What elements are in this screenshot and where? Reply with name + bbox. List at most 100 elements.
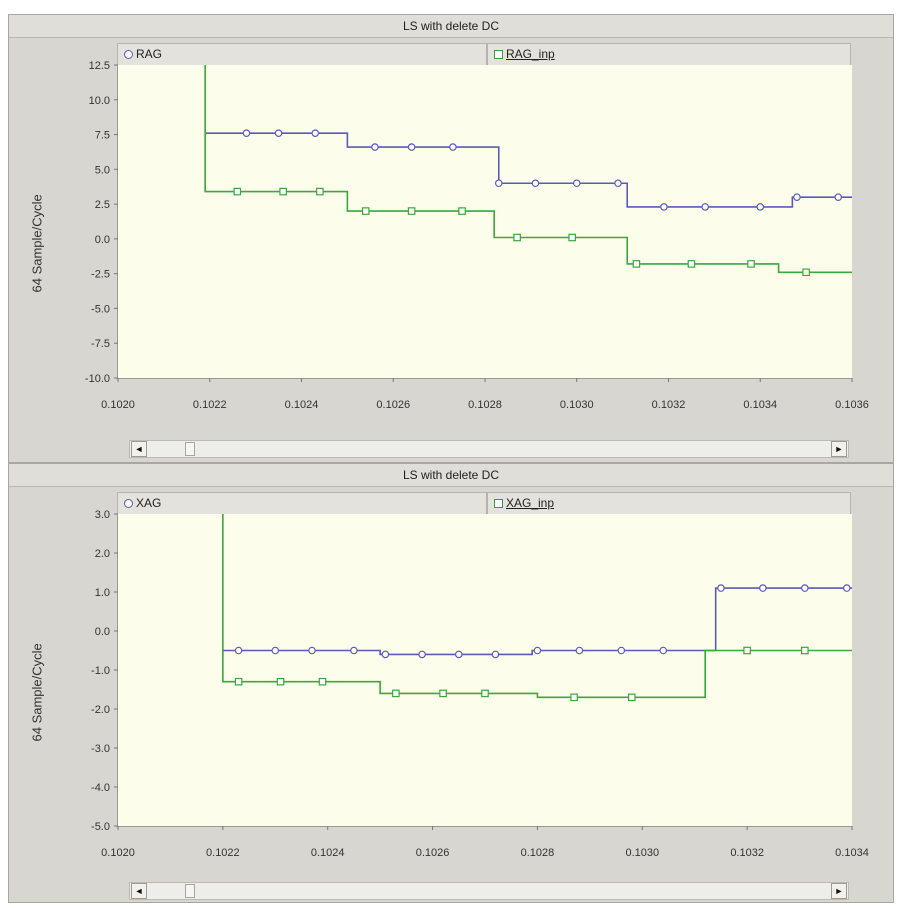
data-point [533,646,542,655]
y-tick-label: -2.5 [91,269,110,281]
chart-panel-rag: LS with delete DC RAG RAG_inp 64 Sample/… [8,14,894,463]
data-point [834,193,843,201]
y-tick-label: 0.0 [95,626,110,638]
legend-item-rag-inp[interactable]: RAG_inp [494,46,555,62]
scroll-right-button[interactable]: ► [831,441,847,457]
data-point [701,203,710,211]
data-point [801,646,809,655]
data-point [271,646,280,655]
y-tick-label: 7.5 [95,130,110,142]
x-tick-label: 0.1022 [193,399,227,411]
horizontal-scrollbar[interactable]: ◄ ► [129,440,849,458]
y-tick-label: 0.0 [95,234,110,246]
data-point [371,143,379,151]
data-point [316,187,324,196]
data-point [407,143,416,151]
x-tick-label: 0.1030 [625,847,659,859]
data-point [361,207,370,215]
y-tick-label: 3.0 [95,509,110,521]
legend-label: XAG [136,496,162,510]
data-point [276,677,285,686]
scroll-right-button[interactable]: ► [831,883,847,899]
chart-title: LS with delete DC [9,15,893,38]
horizontal-scrollbar[interactable]: ◄ ► [129,882,849,900]
square-marker-icon [494,49,503,59]
data-point [418,650,426,659]
x-tick-label: 0.1024 [285,399,319,411]
series-line [222,514,852,699]
legend-label: RAG [136,47,163,61]
x-tick-label: 0.1034 [835,847,869,859]
x-tick-label: 0.1028 [521,847,555,859]
x-tick-label: 0.1024 [311,847,345,859]
chart-svg: 3.0 2.0 1.0 0.0 -1.0 -2.0 -3.0 -4.0 -5.0 0.1020 0.… [91,509,869,859]
legend-item-xag-inp[interactable]: XAG_inp [494,495,554,511]
y-tick-label: 1.0 [95,587,110,599]
data-point [572,179,581,188]
chart-title: LS with delete DC [9,464,893,487]
x-tick-label: 0.1020 [101,399,135,411]
data-point [308,646,316,655]
x-tick-label: 0.1026 [416,847,450,859]
data-point [491,650,500,659]
y-tick-label: 5.0 [95,164,110,176]
data-point [458,207,466,215]
x-tick-label: 0.1032 [730,847,764,859]
legend-rag[interactable]: RAG [117,43,487,65]
data-point [513,233,521,242]
data-point [747,260,755,268]
data-point [801,584,809,592]
circle-marker-icon [124,498,133,508]
data-point [660,203,668,211]
y-tick-label: 2.5 [95,199,110,211]
data-point [575,646,584,655]
data-point [407,207,416,215]
data-point [234,646,243,655]
y-tick-label: 10.0 [89,95,110,107]
data-point [381,650,390,659]
x-tick-label: 0.1026 [376,399,410,411]
x-tick-label: 0.1036 [835,399,869,411]
data-point [318,677,327,686]
data-point [756,203,765,211]
x-tick-label: 0.1020 [101,847,135,859]
y-tick-label: -2.0 [91,704,110,716]
legend-xag-inp[interactable]: XAG_inp [487,492,851,514]
square-marker-icon [494,498,503,508]
y-tick-label: -5.0 [91,821,110,833]
legend-item-rag[interactable]: RAG [124,46,162,62]
plot-area [117,514,852,827]
data-point [311,129,320,137]
data-point [233,187,242,196]
data-point [242,129,251,137]
y-tick-label: 2.0 [95,548,110,560]
legend-label: RAG_inp [506,47,555,61]
legend-xag[interactable]: XAG [117,492,487,514]
data-point [234,677,243,686]
x-tick-label: 0.1030 [560,399,594,411]
scroll-left-button[interactable]: ◄ [131,441,147,457]
legend-rag-inp[interactable]: RAG_inp [487,43,851,65]
x-tick-label: 0.1032 [652,399,686,411]
y-tick-label: -10.0 [85,373,110,385]
data-point [531,179,540,188]
series-line [204,65,852,274]
scroll-thumb[interactable] [185,442,195,456]
data-point [687,260,696,268]
data-point [568,233,576,242]
data-point [717,584,725,592]
scroll-left-button[interactable]: ◄ [131,883,147,899]
scroll-thumb[interactable] [185,884,195,898]
data-point [274,129,283,137]
data-point [449,143,457,151]
series-line [222,587,852,656]
chart-svg: 12.5 10.0 7.5 5.0 2.5 0.0 -2.5 -5.0 -7.5 -10.0 0.1… [85,60,869,411]
data-point [759,584,767,592]
x-tick-label: 0.1022 [206,847,240,859]
data-point [614,179,622,188]
legend-item-xag[interactable]: XAG [124,495,161,511]
data-point [659,646,668,655]
x-tick-label: 0.1028 [468,399,502,411]
data-point [481,689,489,698]
circle-marker-icon [124,49,133,59]
